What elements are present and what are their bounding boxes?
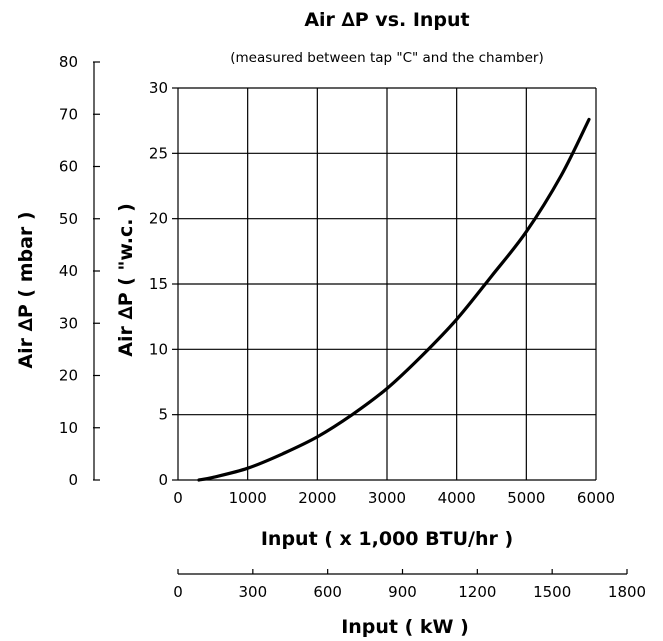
y-tick-label: 20 — [149, 210, 168, 228]
x-tick-label: 4000 — [438, 489, 476, 507]
secondary-x-tick-label: 600 — [313, 583, 342, 601]
series-layer — [197, 117, 591, 482]
x-axis-label: Input ( x 1,000 BTU/hr ) — [261, 528, 513, 550]
secondary-y-tick-label: 60 — [59, 158, 78, 176]
x-tick-label: 5000 — [507, 489, 545, 507]
secondary-y-tick-label: 50 — [59, 210, 78, 228]
secondary-y-tick-label: 40 — [59, 262, 78, 280]
x-tick-label: 2000 — [298, 489, 336, 507]
grid — [93, 61, 628, 575]
y-tick-label: 30 — [149, 79, 168, 97]
y-axis-label: Air ∆P ( "w.c. ) — [115, 203, 137, 357]
secondary-y-tick-label: 0 — [68, 471, 78, 489]
secondary-x-axis-label: Input ( kW ) — [341, 616, 469, 638]
secondary-y-axis-label: Air ∆P ( mbar ) — [15, 211, 37, 368]
secondary-y-tick-label: 80 — [59, 53, 78, 71]
secondary-x-tick-label: 900 — [388, 583, 417, 601]
y-tick-label: 15 — [149, 275, 168, 293]
secondary-x-tick-label: 300 — [239, 583, 268, 601]
y-tick-label: 0 — [158, 471, 168, 489]
x-tick-label: 3000 — [368, 489, 406, 507]
secondary-x-tick-label: 1500 — [533, 583, 571, 601]
secondary-y-tick-label: 30 — [59, 314, 78, 332]
y-tick-label: 5 — [158, 406, 168, 424]
y-tick-label: 25 — [149, 144, 168, 162]
secondary-y-tick-label: 70 — [59, 105, 78, 123]
secondary-y-tick-label: 10 — [59, 419, 78, 437]
y-tick-label: 10 — [149, 340, 168, 358]
tick-labels: 0 1000 2000 3000 4000 5000 6000051015202530010… — [59, 53, 646, 601]
x-tick-label: 1000 — [229, 489, 267, 507]
chart-title: Air ∆P vs. Input — [304, 9, 469, 31]
secondary-x-tick-label: 0 — [173, 583, 183, 601]
secondary-x-tick-label: 1200 — [458, 583, 496, 601]
secondary-y-tick-label: 20 — [59, 367, 78, 385]
x-tick-label: 6000 — [577, 489, 615, 507]
chart-subtitle: (measured between tap "C" and the chambe… — [230, 50, 543, 66]
x-tick-label: 0 — [173, 489, 183, 507]
secondary-x-tick-label: 1800 — [608, 583, 646, 601]
series-line — [197, 117, 591, 482]
